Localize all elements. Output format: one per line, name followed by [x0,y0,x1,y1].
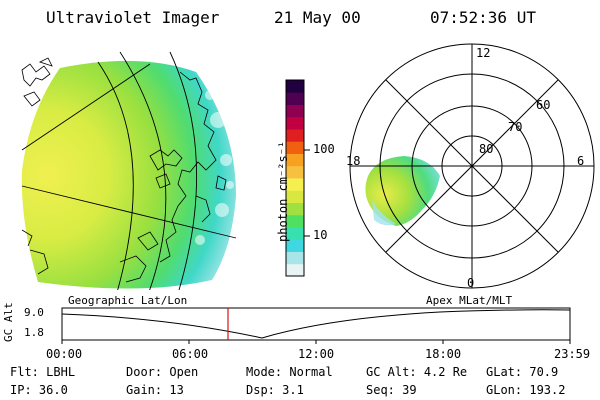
ring-label-80: 80 [479,142,494,156]
altitude-ylabel: GC Alt [2,302,15,342]
colorbar-stripe [286,165,304,179]
date-label: 21 May 00 [274,8,361,27]
mlt-label-6: 6 [577,154,585,168]
altitude-ytick-top: 9.0 [24,306,44,319]
status-door: Door: Open [126,365,199,379]
mlt-label-12: 12 [476,46,491,60]
colorbar-label-100: 100 [313,142,335,156]
colorbar-stripe [286,141,304,154]
colorbar-unit-label: photon cm⁻²s⁻¹ [276,140,290,242]
polar-plot [349,43,595,289]
status-dsp: Dsp: 3.1 [246,383,304,397]
colorbar-stripe [286,214,304,228]
colorbar-stripe [286,178,304,191]
altitude-curve [61,309,571,339]
mlt-label-0: 0 [467,276,475,290]
altitude-ytick-bottom: 1.8 [24,326,44,339]
time-ticks [61,340,571,344]
colorbar-stripe [286,80,304,93]
ring-label-70: 70 [508,120,523,134]
xtick-0000: 00:00 [46,347,83,361]
colorbar-stripe [286,129,304,142]
colorbar-stripe [286,263,304,277]
colorbar-stripe [286,153,304,167]
colorbar-label-10: 10 [313,228,328,242]
xtick-2359: 23:59 [554,347,591,361]
auroral-oval [365,156,440,226]
colorbar-stripe [286,227,304,240]
diag-2 [385,79,559,253]
mlt-label-18: 18 [346,154,361,168]
colorbar-stripe [286,202,304,216]
colorbar-stripe [286,190,304,203]
xtick-1800: 18:00 [425,347,462,361]
instrument-title: Ultraviolet Imager [46,8,220,27]
status-flt: Flt: LBHL [10,365,76,379]
status-seq: Seq: 39 [366,383,417,397]
status-glon: GLon: 193.2 [486,383,566,397]
xtick-1200: 12:00 [298,347,335,361]
colorbar-stripe [286,116,304,130]
altitude-frame [61,307,571,341]
right-panel-title: Apex MLat/MLT [426,294,513,307]
geographic-image [21,51,237,290]
time-label: 07:52:36 UT [430,8,536,27]
colorbar [285,79,310,277]
earth-disk [21,60,236,289]
status-mode: Mode: Normal [246,365,333,379]
xtick-0600: 06:00 [172,347,209,361]
status-gain: Gain: 13 [126,383,184,397]
left-panel-title: Geographic Lat/Lon [68,294,188,307]
status-glat: GLat: 70.9 [486,365,559,379]
altitude-plot [61,307,571,344]
colorbar-stripe [286,251,304,265]
lat-lon-grid [21,51,237,290]
colorbar-stripe [286,92,304,105]
coastline-outlines [21,57,227,283]
status-gc-alt: GC Alt: 4.2 Re [366,365,468,379]
ring-label-60: 60 [536,98,551,112]
colorbar-stripe [286,104,304,118]
status-ip: IP: 36.0 [10,383,68,397]
colorbar-stripe [286,239,304,252]
